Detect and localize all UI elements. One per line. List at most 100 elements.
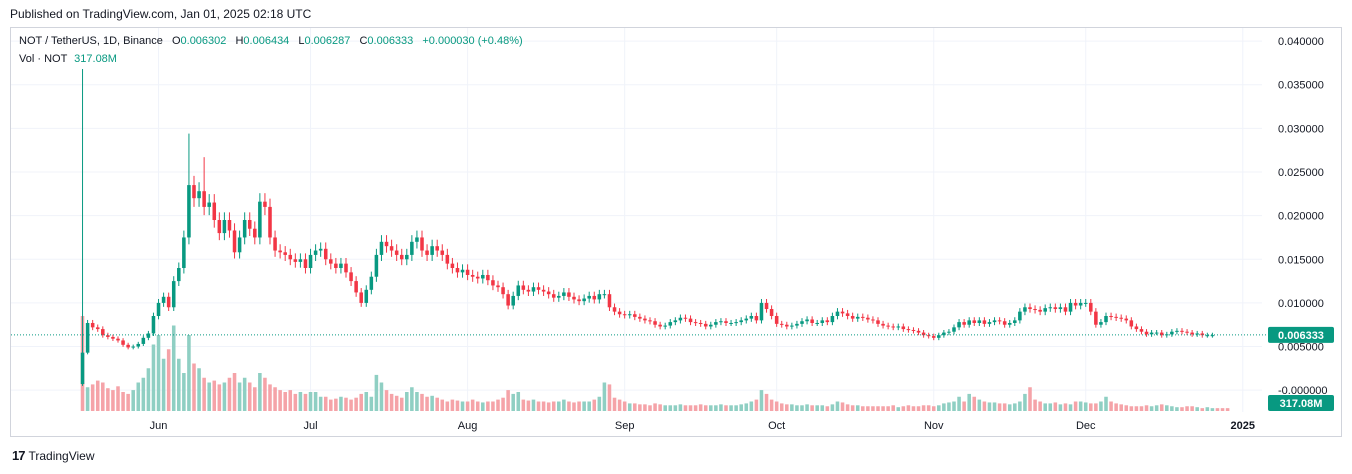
candle-body: [744, 318, 749, 321]
volume-bar: [329, 399, 333, 411]
high-label: H: [235, 35, 244, 47]
volume-bar: [425, 396, 429, 411]
volume-bar: [587, 401, 591, 411]
volume-bar: [551, 401, 556, 411]
volume-bar: [1043, 403, 1047, 411]
candle-body: [1078, 302, 1083, 306]
volume-bar: [1144, 405, 1149, 411]
volume-bar: [633, 403, 637, 411]
candle-body: [1089, 302, 1093, 312]
volume-bar: [516, 392, 521, 411]
candle-body: [612, 307, 617, 312]
volume-bar: [638, 404, 642, 411]
candle-body: [450, 263, 455, 268]
volume-bar: [384, 390, 389, 411]
candle-body: [648, 320, 652, 322]
volume-bar: [845, 404, 850, 411]
change-value: +0.000030 (+0.48%): [422, 35, 523, 47]
volume-bar: [258, 373, 262, 411]
candle-body: [283, 252, 287, 255]
candle-body: [663, 325, 667, 327]
volume-bar: [820, 405, 825, 411]
y-tick-label: 0.010000: [1278, 298, 1324, 310]
candle-body: [1210, 335, 1215, 337]
volume-bar: [622, 401, 627, 411]
candle-body: [329, 259, 333, 264]
candle-body: [1053, 307, 1058, 310]
volume-bar: [187, 335, 191, 411]
candle-body: [678, 317, 683, 321]
y-tick-label: 0.005000: [1278, 342, 1324, 354]
volume-bar: [136, 382, 141, 411]
candle-body: [541, 289, 546, 292]
volume-bar: [795, 405, 799, 411]
candle-body: [1114, 316, 1118, 318]
candle-body: [303, 259, 308, 268]
candle-body: [1073, 302, 1078, 306]
candle-body: [486, 274, 490, 281]
volume-bar: [212, 380, 217, 411]
x-tick-label: Dec: [1076, 420, 1096, 432]
volume-bar: [1099, 401, 1103, 411]
candle-body: [475, 276, 480, 279]
volume-bar: [1154, 405, 1159, 411]
candle-body: [779, 323, 784, 325]
candle-body: [567, 292, 571, 297]
candle-body: [263, 201, 267, 207]
candle-body: [481, 274, 485, 279]
candle-body: [161, 296, 166, 303]
volume-bar: [607, 384, 612, 411]
published-caption: Published on TradingView.com, Jan 01, 20…: [10, 7, 312, 21]
volume-bar: [1114, 403, 1118, 411]
volume-bar: [318, 396, 323, 411]
candle-body: [668, 322, 673, 326]
volume-bar: [288, 390, 293, 411]
candle-body: [886, 325, 890, 327]
candle-body: [638, 316, 642, 319]
last-price-label: 0.006333: [1278, 330, 1324, 342]
candle-body: [896, 326, 901, 328]
volume-label[interactable]: Vol · NOT: [19, 53, 68, 65]
volume-bar: [1119, 404, 1123, 411]
candle-body: [440, 250, 445, 255]
volume-bar: [779, 403, 784, 411]
candle-body: [425, 250, 429, 255]
candle-body: [602, 294, 607, 296]
candle-body: [293, 259, 298, 262]
volume-bar: [1058, 404, 1063, 411]
volume-bar: [1048, 403, 1053, 411]
x-tick-label: Jul: [304, 420, 318, 432]
candle-body: [313, 250, 318, 255]
footer[interactable]: 17 TradingView: [12, 448, 95, 463]
candle-body: [926, 335, 931, 337]
candle-body: [987, 322, 992, 324]
candle-body: [957, 322, 961, 328]
volume-bar: [957, 396, 961, 411]
volume-bar: [146, 368, 151, 411]
volume-bar: [303, 393, 308, 411]
volume-bar: [744, 403, 749, 411]
volume-bar: [430, 395, 434, 411]
volume-bar: [572, 402, 576, 411]
candle-body: [410, 241, 414, 255]
candle-body: [384, 241, 389, 247]
volume-bar: [501, 397, 505, 411]
candle-body: [1048, 307, 1053, 309]
candle-body: [800, 321, 804, 324]
volume-bar: [232, 373, 237, 411]
candle-body: [278, 250, 282, 253]
volume-bar: [481, 402, 485, 411]
volume-bar: [962, 401, 966, 411]
symbol-label[interactable]: NOT / TetherUS, 1D, Binance: [19, 35, 163, 47]
candle-body: [187, 185, 191, 238]
candle-body: [1033, 309, 1037, 311]
volume-bar: [349, 399, 353, 411]
volume-bar: [1007, 404, 1012, 411]
candle-body: [1018, 311, 1022, 321]
candle-body: [506, 294, 510, 306]
candle-body: [1180, 330, 1184, 332]
volume-bar: [1210, 408, 1215, 411]
candle-body: [334, 263, 338, 268]
volume-bar: [562, 399, 566, 411]
